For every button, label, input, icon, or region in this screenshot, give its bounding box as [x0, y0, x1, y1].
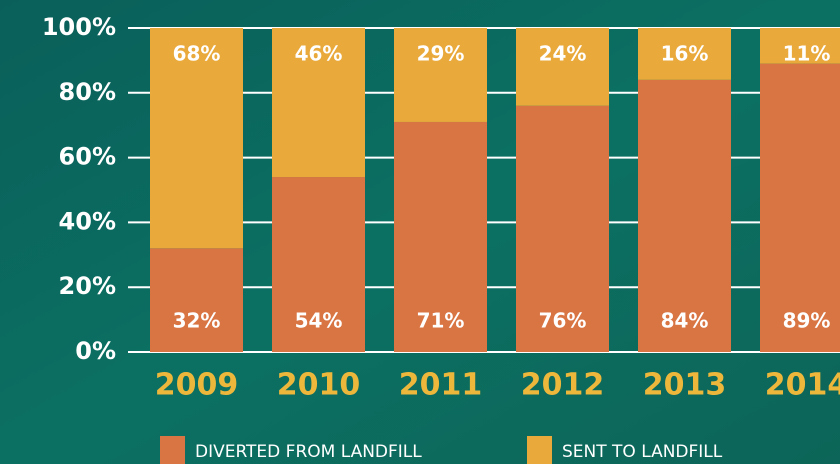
x-tick-label: 2009	[155, 368, 239, 403]
legend-swatch	[527, 436, 552, 464]
value-label: 68%	[173, 42, 221, 66]
value-label: 32%	[173, 309, 221, 333]
x-tick-label: 2012	[521, 368, 605, 403]
y-tick-label: 80%	[59, 78, 116, 106]
bar-segment	[150, 28, 243, 249]
bar-segment	[272, 28, 365, 178]
value-label: 71%	[417, 309, 465, 333]
value-label: 89%	[783, 309, 831, 333]
bar-segment	[760, 28, 840, 64]
value-label: 76%	[539, 309, 587, 333]
y-tick-label: 60%	[59, 143, 116, 171]
legend-swatch	[160, 436, 185, 464]
x-tick-label: 2013	[643, 368, 727, 403]
x-tick-label: 2014	[765, 368, 840, 403]
bar-segment	[516, 28, 609, 106]
value-label: 16%	[661, 42, 709, 66]
y-tick-label: 20%	[59, 272, 116, 300]
x-tick-label: 2010	[277, 368, 361, 403]
y-tick-label: 40%	[59, 207, 116, 235]
bar-segment	[638, 28, 731, 80]
bar-segment	[394, 28, 487, 122]
value-label: 84%	[661, 309, 709, 333]
bar-segment	[760, 63, 840, 352]
value-label: 46%	[295, 42, 343, 66]
bar-segment	[638, 79, 731, 352]
y-tick-label: 0%	[75, 337, 116, 365]
legend-label: DIVERTED FROM LANDFILL	[195, 442, 422, 462]
x-tick-label: 2011	[399, 368, 483, 403]
bar-segment	[150, 248, 243, 352]
legend-label: SENT TO LANDFILL	[562, 442, 723, 462]
bar-segment	[394, 121, 487, 353]
value-label: 29%	[417, 42, 465, 66]
value-label: 11%	[783, 42, 831, 66]
value-label: 24%	[539, 42, 587, 66]
value-label: 54%	[295, 309, 343, 333]
bar-segment	[272, 177, 365, 352]
bar-segment	[516, 105, 609, 352]
y-tick-label: 100%	[42, 13, 116, 41]
